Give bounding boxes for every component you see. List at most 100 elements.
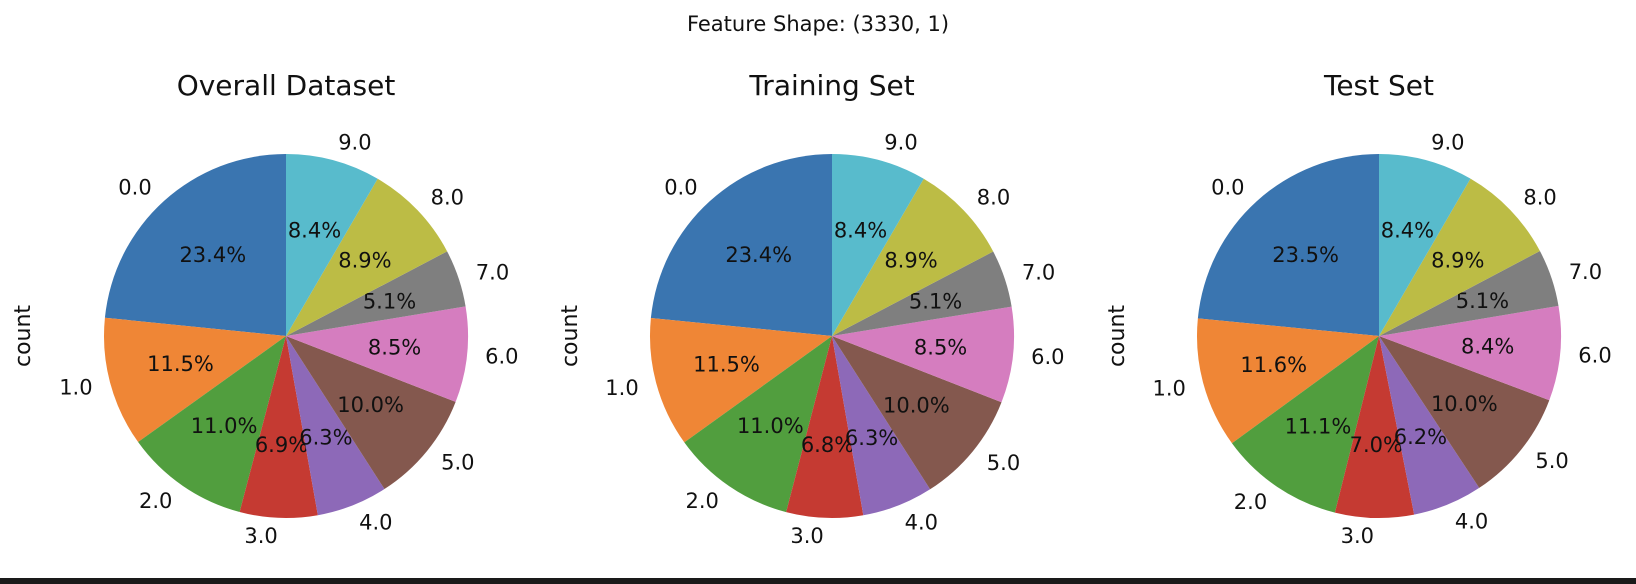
pie-slice-pct-label: 11.0% <box>737 414 804 438</box>
pie-slice-category-label: 5.0 <box>987 451 1020 475</box>
pie-slice-2-0 <box>1231 336 1379 513</box>
pie-slice-pct-label: 23.4% <box>179 243 246 267</box>
pie-slice-category-label: 5.0 <box>1535 449 1568 473</box>
pie-slice-pct-label: 11.0% <box>191 414 258 438</box>
figure-suptitle: Feature Shape: (3330, 1) <box>686 12 950 36</box>
window-bottom-edge <box>0 578 1636 584</box>
pie-slice-pct-label: 6.9% <box>255 433 308 457</box>
pie-title: Overall Dataset <box>177 69 396 102</box>
pie-slice-8-0 <box>1379 178 1540 336</box>
pie-slice-pct-label: 5.1% <box>909 289 962 313</box>
pie-slice-pct-label: 6.8% <box>801 433 854 457</box>
pie-slice-0-0 <box>1197 154 1379 336</box>
pie-slice-category-label: 3.0 <box>1341 524 1374 548</box>
pie-slice-category-label: 4.0 <box>1455 509 1488 533</box>
pie-slice-pct-label: 8.4% <box>288 219 341 243</box>
pie-slice-category-label: 5.0 <box>441 451 474 475</box>
pie-slice-category-label: 1.0 <box>59 376 92 400</box>
pie-slice-pct-label: 23.5% <box>1272 243 1339 267</box>
pie-slice-4-0 <box>1379 336 1480 515</box>
pie-slice-2-0 <box>138 336 286 512</box>
pie-ylabel: count <box>1105 305 1130 367</box>
pie-slice-category-label: 6.0 <box>1031 345 1064 369</box>
pie-slice-1-0 <box>1197 318 1379 444</box>
pie-slice-category-label: 3.0 <box>790 524 823 548</box>
pie-slice-category-label: 9.0 <box>884 131 917 155</box>
pie-chart-test: Test Set count 23.5% 0.0 11.6% 1.0 11.1% 2.0 7.0… <box>1105 69 1612 548</box>
pie-slice-category-label: 9.0 <box>1431 131 1464 155</box>
pie-slice-7-0 <box>286 251 466 336</box>
pie-slice-category-label: 7.0 <box>476 260 509 284</box>
pie-slice-pct-label: 8.4% <box>1381 219 1434 243</box>
pie-slice-pct-label: 11.6% <box>1240 353 1307 377</box>
pie-slice-pct-label: 5.1% <box>363 289 416 313</box>
pie-slice-pct-label: 6.3% <box>845 426 898 450</box>
pie-slice-6-0 <box>832 306 1015 403</box>
pie-slice-category-label: 1.0 <box>605 376 638 400</box>
pie-slice-category-label: 2.0 <box>685 489 718 513</box>
pie-title: Training Set <box>748 69 914 102</box>
pie-slice-category-label: 3.0 <box>244 524 277 548</box>
pie-slice-5-0 <box>832 336 1002 490</box>
pie-slice-category-label: 8.0 <box>977 186 1010 210</box>
pie-slice-category-label: 4.0 <box>905 511 938 535</box>
pie-slice-7-0 <box>832 251 1012 336</box>
pie-slice-3-0 <box>1334 336 1415 518</box>
pie-slice-category-label: 0.0 <box>664 176 697 200</box>
pie-slice-1-0 <box>104 317 286 443</box>
pie-slice-4-0 <box>286 336 385 516</box>
pie-slice-3-0 <box>239 336 318 518</box>
pie-title: Test Set <box>1323 69 1434 102</box>
pie-slice-5-0 <box>1379 336 1550 488</box>
pie-slice-0-0 <box>650 154 832 336</box>
pie-slice-category-label: 2.0 <box>1234 490 1267 514</box>
pie-slice-pct-label: 8.5% <box>914 336 967 360</box>
pie-slice-category-label: 9.0 <box>338 131 371 155</box>
pie-slice-2-0 <box>684 336 832 513</box>
pie-slice-pct-label: 8.4% <box>834 219 887 243</box>
pie-slice-pct-label: 8.4% <box>1461 335 1514 359</box>
pie-slice-pct-label: 6.2% <box>1394 425 1447 449</box>
pie-slice-category-label: 6.0 <box>485 345 518 369</box>
pie-slice-5-0 <box>286 336 456 490</box>
pie-slice-category-label: 7.0 <box>1022 261 1055 285</box>
pie-ylabel: count <box>11 305 36 367</box>
pie-slice-4-0 <box>832 336 931 516</box>
pie-slice-8-0 <box>286 178 448 336</box>
pie-slice-category-label: 1.0 <box>1152 377 1185 401</box>
pie-slice-9-0 <box>832 154 924 336</box>
pie-slice-category-label: 4.0 <box>359 510 392 534</box>
pie-slice-pct-label: 23.4% <box>725 243 792 267</box>
pie-slice-pct-label: 11.5% <box>693 352 760 376</box>
pie-slice-pct-label: 10.0% <box>1431 392 1498 416</box>
pie-slice-category-label: 7.0 <box>1569 260 1602 284</box>
pie-slice-3-0 <box>786 336 864 518</box>
pie-slice-pct-label: 8.9% <box>884 249 937 273</box>
pie-slice-category-label: 0.0 <box>118 176 151 200</box>
pie-slice-pct-label: 11.5% <box>147 352 214 376</box>
pie-slice-7-0 <box>1379 250 1559 336</box>
pie-slice-9-0 <box>1379 154 1471 336</box>
pie-slice-pct-label: 5.1% <box>1456 289 1509 313</box>
pie-slice-1-0 <box>649 318 832 443</box>
pie-slice-pct-label: 8.5% <box>368 335 421 359</box>
pie-slice-category-label: 6.0 <box>1578 343 1611 367</box>
pie-slice-category-label: 8.0 <box>1523 185 1556 209</box>
pie-slice-category-label: 8.0 <box>431 186 464 210</box>
pie-chart-overall: Overall Dataset count 23.4% 0.0 11.5% 1.0 11.0… <box>11 69 519 548</box>
pie-slice-pct-label: 8.9% <box>338 249 391 273</box>
pie-slice-6-0 <box>1379 305 1561 401</box>
pie-slice-pct-label: 11.1% <box>1285 415 1352 439</box>
pie-slice-8-0 <box>832 178 994 336</box>
pie-chart-training: Training Set count 23.4% 0.0 11.5% 1.0 11.0% 2.… <box>558 69 1065 548</box>
pie-slice-category-label: 2.0 <box>139 489 172 513</box>
pie-slice-pct-label: 6.3% <box>299 426 352 450</box>
pie-ylabel: count <box>558 305 583 367</box>
pie-slice-9-0 <box>286 154 378 336</box>
pie-slice-pct-label: 10.0% <box>337 393 404 417</box>
pie-slice-category-label: 0.0 <box>1211 176 1244 200</box>
pie-slice-pct-label: 10.0% <box>883 393 950 417</box>
pie-slice-0-0 <box>104 154 286 336</box>
